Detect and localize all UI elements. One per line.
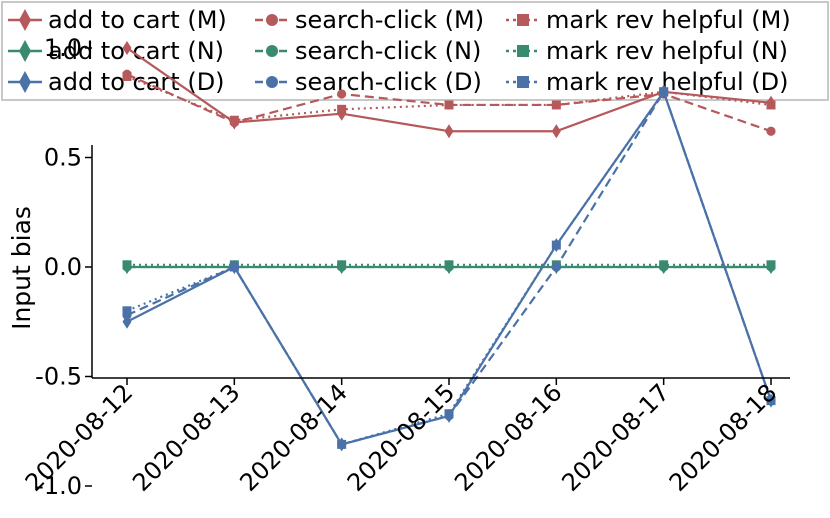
legend-marker bbox=[517, 14, 529, 26]
legend-entry: search-click (N) bbox=[255, 37, 481, 65]
data-point bbox=[659, 87, 669, 97]
legend-label: search-click (M) bbox=[295, 6, 484, 34]
legend-marker bbox=[19, 71, 31, 93]
legend: add to cart (M) search-click (M) mark rev … bbox=[1, 1, 829, 101]
data-point bbox=[122, 41, 132, 55]
legend-marker bbox=[517, 45, 529, 57]
x-tick-label: 2020-08-14 bbox=[234, 378, 352, 496]
data-point bbox=[444, 124, 454, 139]
legend-label: mark rev helpful (M) bbox=[546, 6, 791, 34]
legend-label: search-click (D) bbox=[295, 68, 482, 96]
legend-label: add to cart (N) bbox=[48, 37, 224, 65]
legend-marker bbox=[266, 14, 278, 26]
legend-entry: search-click (D) bbox=[255, 68, 482, 96]
data-point bbox=[551, 100, 561, 110]
y-axis-title: Input bias bbox=[7, 206, 36, 330]
legend-entry: search-click (M) bbox=[255, 6, 484, 34]
y-tick-label: 1.0 bbox=[44, 34, 82, 62]
legend-marker bbox=[266, 45, 278, 57]
legend-entry: add to cart (N) bbox=[8, 37, 224, 65]
x-tick-label: 2020-08-16 bbox=[449, 378, 567, 496]
data-point bbox=[766, 396, 776, 406]
y-tick-label: -1.0 bbox=[35, 472, 82, 500]
data-point bbox=[766, 100, 776, 110]
data-point bbox=[551, 262, 561, 272]
data-point bbox=[444, 260, 454, 270]
data-point bbox=[766, 260, 776, 270]
data-point bbox=[122, 71, 132, 81]
x-tick-label: 2020-08-17 bbox=[556, 378, 674, 496]
legend-label: add to cart (D) bbox=[48, 68, 225, 96]
data-point bbox=[551, 124, 561, 139]
legend-marker bbox=[517, 76, 529, 88]
data-point bbox=[659, 260, 669, 270]
legend-entry: add to cart (M) bbox=[8, 6, 227, 34]
legend-entry: mark rev helpful (M) bbox=[506, 6, 791, 34]
data-point bbox=[337, 89, 347, 99]
data-point bbox=[122, 306, 132, 316]
legend-marker bbox=[19, 40, 31, 62]
data-point bbox=[766, 126, 776, 136]
x-tick-label: 2020-08-18 bbox=[664, 378, 782, 496]
data-point bbox=[551, 240, 561, 250]
data-point bbox=[229, 115, 239, 125]
legend-entry: add to cart (D) bbox=[8, 68, 225, 96]
data-point bbox=[444, 409, 454, 419]
legend-label: add to cart (M) bbox=[48, 6, 227, 34]
series-mark-rev-helpful-d bbox=[122, 87, 776, 449]
legend-marker bbox=[266, 76, 278, 88]
legend-entry: mark rev helpful (N) bbox=[506, 37, 788, 65]
legend-marker bbox=[19, 9, 31, 31]
legend-label: mark rev helpful (N) bbox=[546, 37, 788, 65]
legend-frame bbox=[1, 1, 829, 101]
x-tick-label: 2020-08-13 bbox=[127, 378, 245, 496]
plot-area bbox=[122, 41, 776, 452]
data-point bbox=[444, 100, 454, 110]
y-tick-label: -0.5 bbox=[35, 363, 82, 391]
legend-entry: mark rev helpful (D) bbox=[506, 68, 788, 96]
y-tick-label: 0.5 bbox=[44, 144, 82, 172]
x-tick-label: 2020-08-15 bbox=[342, 378, 460, 496]
data-point bbox=[337, 260, 347, 270]
data-point bbox=[337, 104, 347, 114]
data-point bbox=[122, 260, 132, 270]
y-tick-label: 0.0 bbox=[44, 253, 82, 281]
legend-label: search-click (N) bbox=[295, 37, 481, 65]
data-point bbox=[229, 262, 239, 272]
data-point bbox=[337, 439, 347, 449]
